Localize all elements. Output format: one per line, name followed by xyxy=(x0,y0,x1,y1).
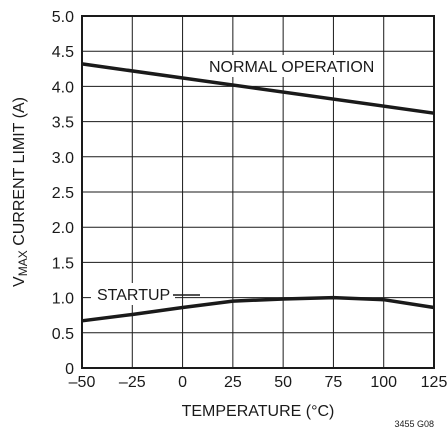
x-tick-label: 25 xyxy=(224,374,242,391)
figure-code: 3455 G08 xyxy=(394,419,434,429)
x-tick-label: –25 xyxy=(119,374,146,391)
y-tick-label: 0 xyxy=(65,361,74,378)
y-tick-label: 3.0 xyxy=(52,150,74,167)
y-tick-label: 1.5 xyxy=(52,255,74,272)
x-axis-title: TEMPERATURE (°C) xyxy=(182,403,335,420)
plot-frame xyxy=(81,15,435,369)
y-tick-label: 5.0 xyxy=(52,9,74,26)
x-tick-label: 100 xyxy=(370,374,397,391)
y-tick-label: 0.5 xyxy=(52,326,74,343)
x-tick-label: 50 xyxy=(274,374,292,391)
x-tick-labels: –50 –25 0 25 50 75 100 125 xyxy=(69,374,447,391)
normal-operation-label-bg xyxy=(203,55,375,77)
x-tick-label: 0 xyxy=(178,374,187,391)
y-axis-title-suffix: CURRENT LIMIT (A) xyxy=(11,97,28,250)
startup-label-group: STARTUP xyxy=(91,283,200,305)
y-axis-title-prefix: V xyxy=(11,276,28,287)
y-tick-label: 1.0 xyxy=(52,291,74,308)
y-tick-label: 2.5 xyxy=(52,185,74,202)
y-axis-title: VMAX CURRENT LIMIT (A) xyxy=(11,97,30,287)
normal-operation-label: NORMAL OPERATION xyxy=(209,59,374,76)
y-tick-label: 3.5 xyxy=(52,115,74,132)
x-tick-label: –50 xyxy=(69,374,96,391)
y-tick-label: 2.0 xyxy=(52,220,74,237)
normal-operation-line xyxy=(81,62,435,115)
y-axis-title-subscript: MAX xyxy=(16,250,30,276)
grid xyxy=(82,16,434,368)
series-layer xyxy=(81,62,435,323)
y-tick-label: 4.0 xyxy=(52,79,74,96)
startup-line xyxy=(81,295,435,323)
startup-label-bg xyxy=(91,283,175,305)
startup-label: STARTUP xyxy=(97,287,170,304)
y-tick-label: 4.5 xyxy=(52,44,74,61)
x-tick-label: 75 xyxy=(325,374,343,391)
y-tick-labels: 0 0.5 1.0 1.5 2.0 2.5 3.0 3.5 4.0 4.5 5.0 xyxy=(52,9,74,378)
normal-operation-label-group: NORMAL OPERATION xyxy=(203,55,375,77)
x-tick-label: 125 xyxy=(421,374,447,391)
